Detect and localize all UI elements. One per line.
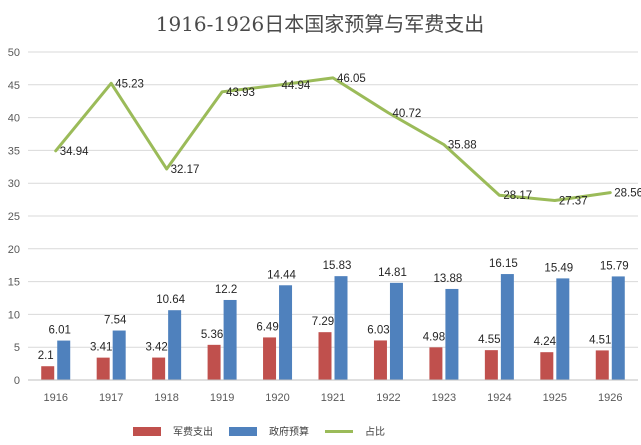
military-bar [318,332,332,380]
x-tick-label: 1916 [43,392,67,404]
budget-data-label: 14.44 [267,269,296,281]
budget-bar [168,310,182,380]
ratio-line [54,76,612,202]
y-tick-label: 5 [14,342,20,354]
military-bar [207,344,221,380]
ratio-data-label: 28.56 [614,188,641,200]
budget-bar [389,282,403,380]
budget-bar [279,285,293,380]
y-tick-label: 40 [8,113,20,125]
military-data-label: 6.03 [367,324,389,336]
x-tick-label: 1922 [376,392,400,404]
ratio-data-label: 46.05 [337,73,366,85]
military-bar [41,366,55,380]
budget-bar [112,330,126,380]
military-bar [429,347,443,380]
military-data-label: 3.41 [90,342,112,354]
budget-bar [500,274,514,380]
x-tick-label: 1924 [487,392,511,404]
legend-label: 军费支出 [173,425,213,438]
budget-data-label: 15.79 [600,260,629,272]
y-tick-label: 50 [8,47,20,59]
ratio-data-label: 40.72 [392,108,421,120]
y-tick-label: 0 [14,375,20,387]
legend-label: 占比 [365,425,385,438]
military-data-label: 3.42 [145,342,167,354]
y-tick-label: 10 [8,309,20,321]
y-tick-label: 30 [8,178,20,190]
budget-data-label: 10.64 [156,294,185,306]
budget-bar [223,299,237,380]
budget-bar [556,278,570,380]
ratio-data-label: 43.93 [226,87,255,99]
ratio-data-label: 44.94 [282,80,311,92]
ratio-data-label: 28.17 [503,190,532,202]
budget-bar [57,340,71,380]
y-tick-label: 15 [8,277,20,289]
military-data-label: 6.49 [256,321,278,333]
legend-label: 政府预算 [269,425,309,438]
x-tick-label: 1921 [321,392,345,404]
budget-bar [445,288,459,380]
y-tick-label: 25 [8,211,20,223]
x-tick-label: 1926 [598,392,622,404]
ratio-data-label: 27.37 [559,195,588,207]
military-data-label: 7.29 [312,316,334,328]
budget-data-label: 15.49 [544,262,573,274]
military-bar [263,337,277,380]
military-data-label: 2.1 [38,350,54,362]
military-data-label: 5.36 [201,329,223,341]
military-bar [540,352,554,380]
military-bar [373,340,387,380]
budget-data-label: 16.15 [489,258,518,270]
y-tick-label: 35 [8,145,20,157]
x-tick-label: 1918 [154,392,178,404]
x-tick-label: 1923 [432,392,456,404]
legend-swatch [229,427,257,436]
military-data-label: 4.98 [423,331,445,343]
budget-data-label: 13.88 [434,273,463,285]
military-data-label: 4.55 [478,334,500,346]
military-bar [595,350,609,380]
chart-title: 1916-1926日本国家预算与军费支出 [156,12,485,36]
budget-data-label: 6.01 [49,325,71,337]
y-tick-label: 20 [8,244,20,256]
ratio-data-label: 35.88 [448,140,477,152]
ratio-data-label: 32.17 [171,164,200,176]
military-bar [484,350,498,380]
budget-bar [611,276,625,380]
x-tick-label: 1925 [543,392,567,404]
budget-data-label: 12.2 [215,284,237,296]
budget-data-label: 14.81 [378,267,407,279]
x-tick-label: 1920 [265,392,289,404]
x-tick-label: 1917 [99,392,123,404]
legend-swatch [133,427,161,436]
military-data-label: 4.51 [589,334,611,346]
military-bar [96,357,110,380]
budget-bar [334,276,348,380]
ratio-data-label: 34.94 [60,146,89,158]
y-tick-label: 45 [8,80,20,92]
military-data-label: 4.24 [534,336,557,348]
budget-data-label: 7.54 [104,315,127,327]
x-tick-label: 1919 [210,392,234,404]
military-bar [152,357,166,380]
budget-data-label: 15.83 [323,260,352,272]
ratio-data-label: 45.23 [115,78,144,90]
